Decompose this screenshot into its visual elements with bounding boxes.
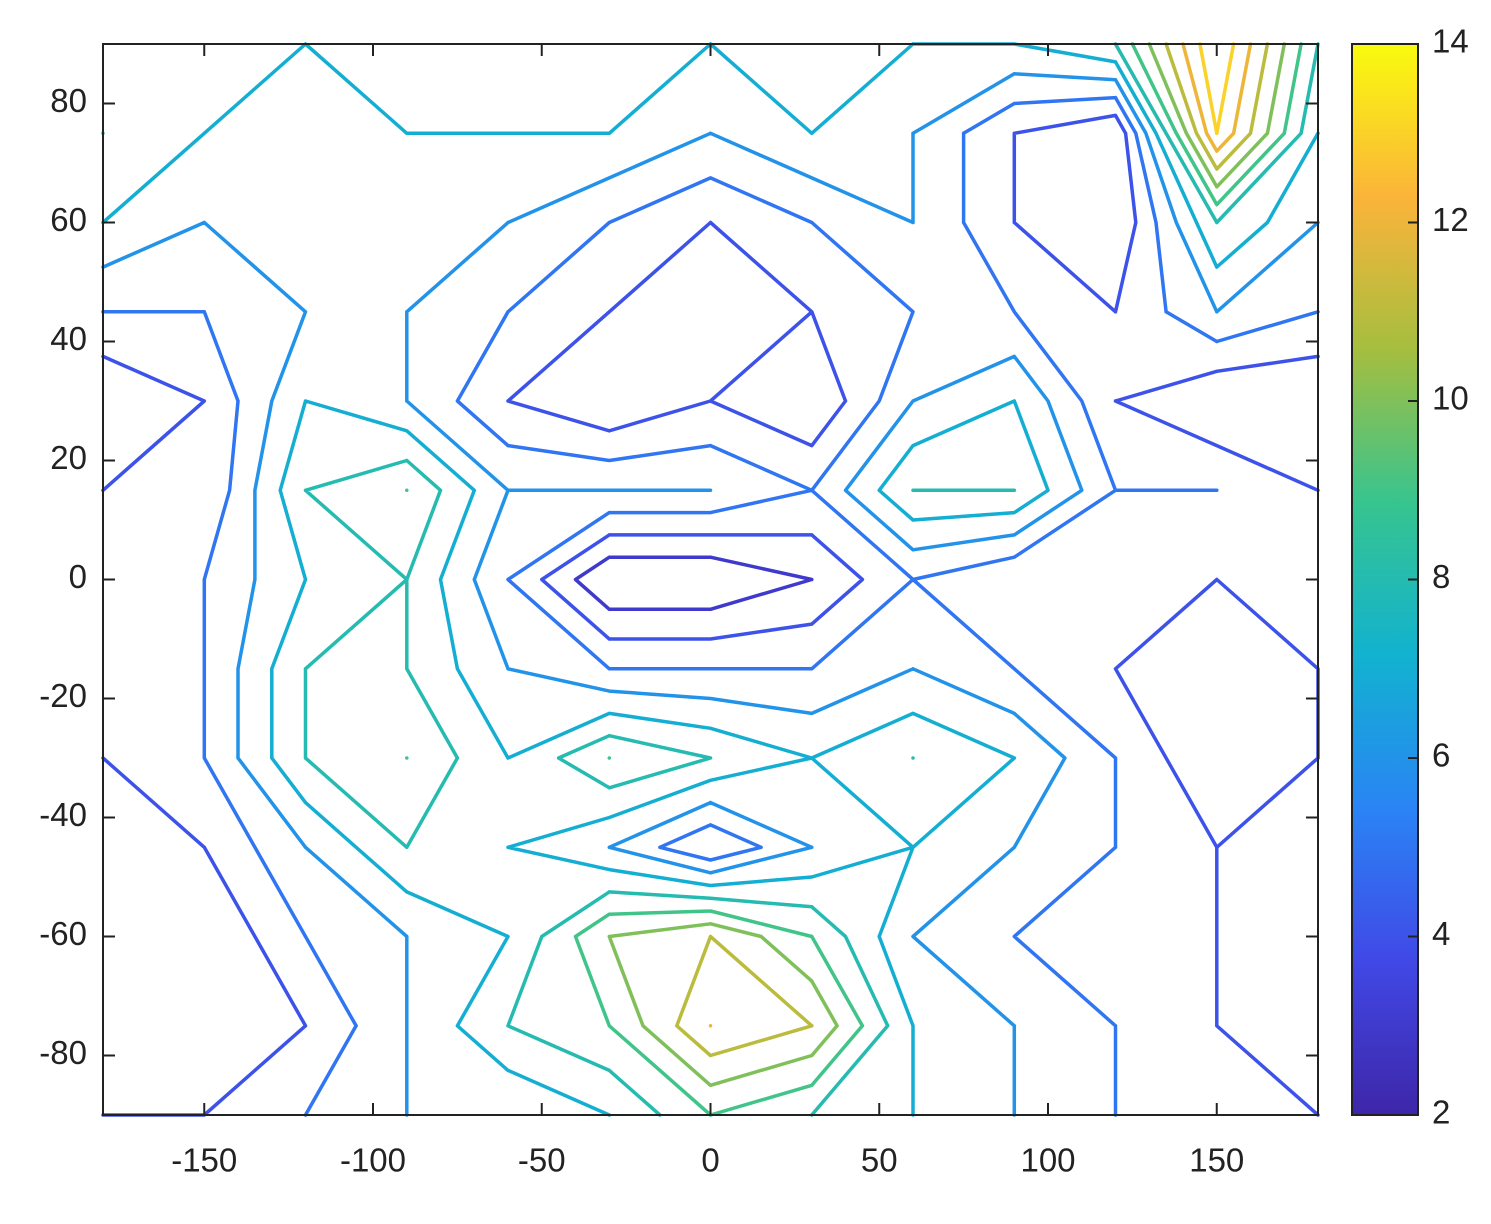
x-tick-label: -50	[518, 1142, 566, 1179]
contour-line	[101, 72, 1320, 1117]
y-tick-label: -20	[39, 677, 87, 714]
colorbar-tick-label: 2	[1432, 1094, 1450, 1131]
colorbar-tick-label: 8	[1432, 558, 1450, 595]
colorbar-tick-label: 12	[1432, 201, 1469, 238]
y-tick-label: 20	[50, 439, 87, 476]
plot-frame	[102, 43, 1319, 1116]
contour-line	[1198, 42, 1236, 136]
x-tick-label: -150	[171, 1142, 237, 1179]
contour-line	[405, 42, 1303, 1117]
colorbar-tick-label: 4	[1432, 915, 1450, 952]
contour-line	[675, 42, 1270, 1058]
colorbar-tick-label: 14	[1432, 23, 1469, 60]
y-tick-label: 80	[50, 82, 87, 119]
y-tick-label: 40	[50, 320, 87, 357]
x-tick-label: 50	[861, 1142, 898, 1179]
colorbar-tick-label: 6	[1432, 737, 1450, 774]
contour-line	[101, 42, 1320, 1117]
contour-line	[607, 42, 1287, 1088]
colorbar-tick-label: 10	[1432, 380, 1469, 417]
contour-line	[101, 95, 1320, 1117]
y-tick-label: -40	[39, 796, 87, 833]
y-tick-label: 0	[69, 558, 87, 595]
colorbar	[1351, 43, 1419, 1116]
y-tick-label: -60	[39, 915, 87, 952]
y-tick-label: -80	[39, 1034, 87, 1071]
x-tick-label: 100	[1020, 1142, 1075, 1179]
x-tick-label: 0	[701, 1142, 719, 1179]
contour-line	[573, 555, 814, 612]
contour-line	[101, 113, 1320, 1117]
x-tick-label: 150	[1189, 1142, 1244, 1179]
x-tick-label: -100	[340, 1142, 406, 1179]
contour-line	[101, 42, 1320, 1117]
y-tick-label: 60	[50, 201, 87, 238]
contour-line	[708, 42, 1253, 1028]
